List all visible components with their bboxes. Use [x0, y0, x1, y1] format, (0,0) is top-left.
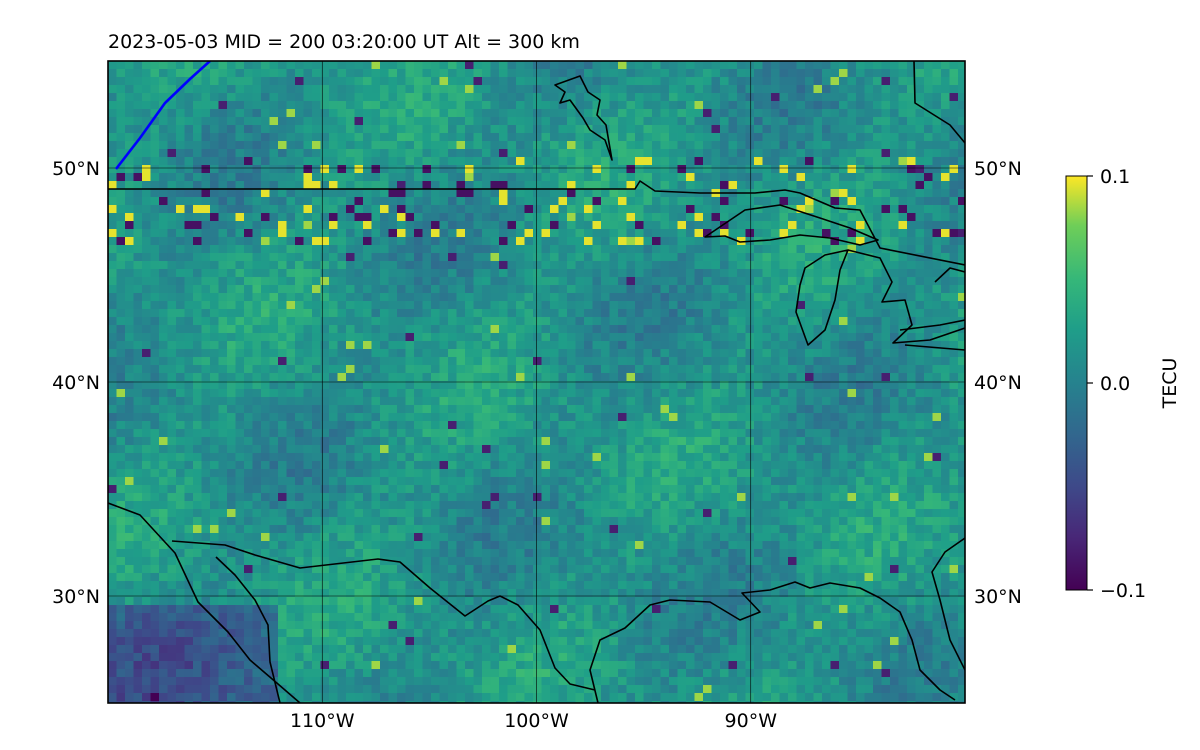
lake-erie-ontario — [899, 267, 965, 351]
colorbar-ticks: 0.1 0.0 −0.1 — [1087, 166, 1146, 602]
northeast-coast — [913, 61, 965, 144]
colorbar: 0.1 0.0 −0.1 TECU — [1065, 166, 1181, 602]
mexico-pacific-coast — [215, 556, 281, 703]
lat-tick-label-right: 40°N — [974, 372, 1022, 394]
colorbar-label: TECU — [1159, 358, 1181, 410]
lake-superior — [704, 204, 879, 246]
lat-tick-labels: 50°N 50°N 40°N 40°N 30°N 30°N — [52, 158, 1022, 608]
lat-tick-label-left: 30°N — [52, 586, 100, 608]
lat-tick-label-right: 30°N — [974, 586, 1022, 608]
lon-tick-label: 90°W — [725, 710, 778, 732]
colorbar-tick-label: 0.0 — [1100, 373, 1130, 395]
lon-tick-label: 110°W — [290, 710, 355, 732]
terminator-line — [114, 61, 211, 170]
lat-tick-label-left: 50°N — [52, 158, 100, 180]
map-frame — [107, 60, 966, 704]
lat-tick-label-left: 40°N — [52, 372, 100, 394]
colorbar-bar — [1065, 175, 1088, 591]
us-canada-border — [108, 180, 965, 266]
lat-tick-label-right: 50°N — [974, 158, 1022, 180]
gridlines — [108, 61, 965, 703]
tec-field — [108, 61, 965, 703]
lake-michigan — [795, 249, 849, 346]
hudson-bay-coast — [554, 75, 613, 161]
baja-coast — [108, 502, 301, 703]
map-title: 2023-05-03 MID = 200 03:20:00 UT Alt = 3… — [108, 31, 580, 53]
colorbar-tick-label: 0.1 — [1100, 166, 1130, 188]
colorbar-tick-label: −0.1 — [1100, 580, 1146, 602]
lon-tick-labels: 110°W 100°W 90°W — [290, 710, 777, 732]
lon-tick-label: 100°W — [504, 710, 569, 732]
florida-atlantic-coast — [931, 537, 965, 671]
mexico-interior-border — [171, 540, 596, 691]
gulf-coast — [589, 581, 956, 703]
lake-huron — [847, 249, 965, 344]
coastlines — [108, 61, 965, 703]
